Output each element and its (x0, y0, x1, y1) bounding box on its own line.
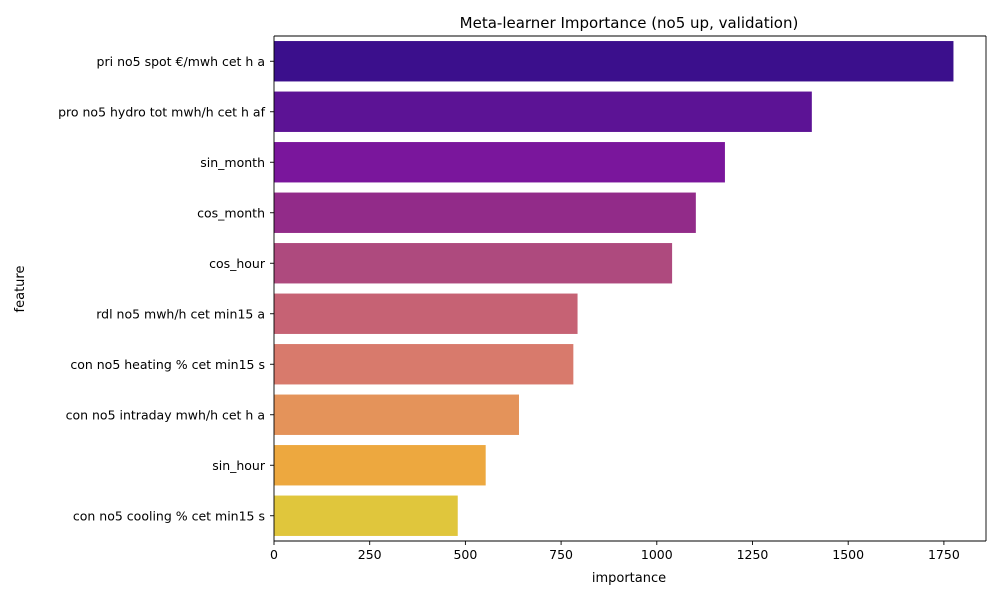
x-axis-label: importance (592, 571, 666, 586)
x-tick-label: 1250 (737, 547, 769, 562)
x-tick-label: 250 (358, 547, 382, 562)
y-tick-label: cos_hour (209, 256, 266, 271)
x-axis-ticks: 0 250 500 750 1000 1250 1500 1750 (270, 541, 960, 562)
bar (274, 142, 725, 183)
y-axis-ticks: pri no5 spot €/mwh cet h a pro no5 hydro … (58, 54, 274, 523)
x-tick-label: 500 (453, 547, 477, 562)
y-tick-label: con no5 cooling % cet min15 s (73, 508, 265, 523)
bar (274, 344, 574, 385)
bar (274, 394, 519, 435)
bar (274, 192, 696, 233)
x-tick-label: 1750 (928, 547, 960, 562)
x-tick-label: 750 (549, 547, 573, 562)
y-tick-label: con no5 intraday mwh/h cet h a (66, 407, 265, 422)
x-tick-label: 0 (270, 547, 278, 562)
bar (274, 41, 954, 82)
y-tick-label: cos_month (197, 205, 265, 220)
y-tick-label: sin_month (200, 155, 265, 170)
bar (274, 445, 486, 486)
bars-group (274, 41, 954, 536)
x-tick-label: 1000 (641, 547, 673, 562)
y-tick-label: rdl no5 mwh/h cet min15 a (96, 306, 265, 321)
y-tick-label: sin_hour (212, 458, 266, 473)
bar (274, 495, 458, 536)
y-tick-label: pri no5 spot €/mwh cet h a (97, 54, 265, 69)
bar (274, 91, 812, 132)
chart-title: Meta-learner Importance (no5 up, validat… (460, 14, 799, 32)
bar (274, 293, 578, 334)
y-tick-label: pro no5 hydro tot mwh/h cet h af (58, 104, 266, 119)
y-tick-label: con no5 heating % cet min15 s (70, 357, 265, 372)
bar (274, 243, 673, 284)
y-axis-label: feature (13, 266, 28, 313)
x-tick-label: 1500 (832, 547, 864, 562)
